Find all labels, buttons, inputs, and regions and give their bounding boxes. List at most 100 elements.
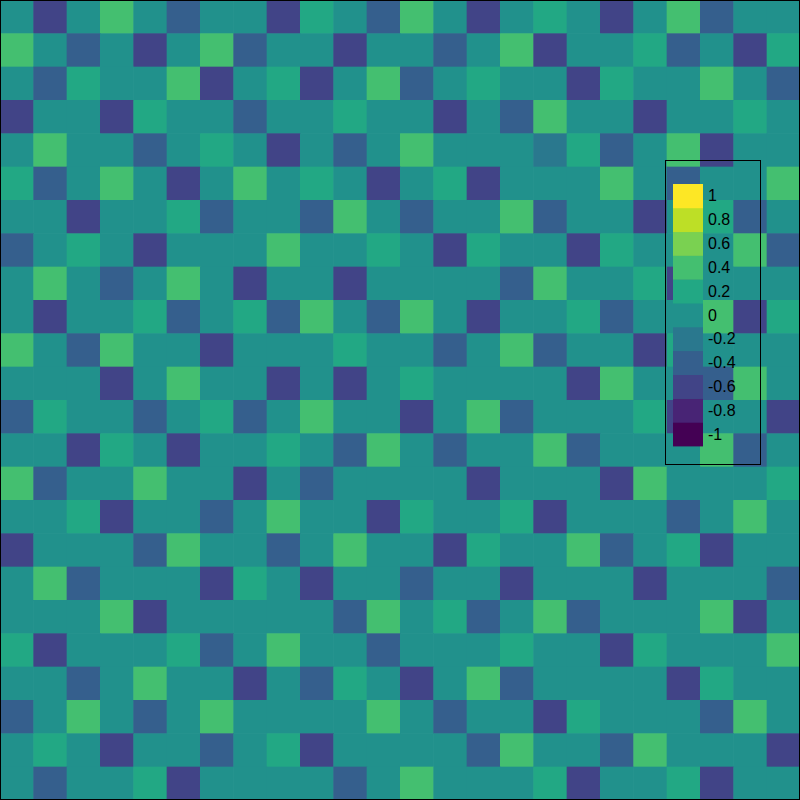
heatmap-cell	[133, 200, 167, 234]
heatmap-cell	[633, 600, 667, 634]
heatmap-cell	[733, 200, 767, 234]
heatmap-cell	[167, 167, 201, 201]
heatmap-cell	[133, 433, 167, 467]
colorbar-tick-label: 0.4	[708, 259, 730, 276]
heatmap-cell	[0, 333, 34, 367]
heatmap-cell	[433, 100, 467, 134]
heatmap-cell	[633, 567, 667, 601]
heatmap-cell	[267, 167, 301, 201]
heatmap-cell	[667, 600, 701, 634]
heatmap-cell	[267, 267, 301, 301]
heatmap-cell	[267, 67, 301, 101]
heatmap-cell	[633, 767, 667, 800]
heatmap-cell	[133, 633, 167, 667]
heatmap-cell	[233, 500, 267, 534]
heatmap-cell	[733, 333, 767, 367]
heatmap-cell	[167, 100, 201, 134]
heatmap-cell	[633, 233, 667, 267]
heatmap-cell	[633, 267, 667, 301]
heatmap-cell	[600, 767, 634, 800]
heatmap-cell	[433, 233, 467, 267]
heatmap-cell	[567, 500, 601, 534]
heatmap-cell	[533, 433, 567, 467]
heatmap-cell	[567, 733, 601, 767]
heatmap-cell	[67, 267, 101, 301]
heatmap-cell	[667, 100, 701, 134]
heatmap-cell	[433, 0, 467, 34]
heatmap-cell	[67, 67, 101, 101]
colorbar-tick-label: 0.2	[708, 283, 730, 300]
heatmap-cell	[33, 700, 67, 734]
heatmap-cell	[700, 67, 734, 101]
heatmap-cell	[200, 67, 234, 101]
heatmap-cell	[233, 600, 267, 634]
heatmap-cell	[700, 100, 734, 134]
heatmap-cell	[767, 767, 800, 800]
heatmap-cell	[67, 33, 101, 67]
heatmap-cell	[633, 433, 667, 467]
heatmap-cell	[700, 600, 734, 634]
heatmap-cell	[767, 433, 800, 467]
heatmap-cell	[167, 567, 201, 601]
heatmap-cell	[533, 33, 567, 67]
heatmap-cell	[133, 367, 167, 401]
heatmap-cell	[0, 567, 34, 601]
heatmap-cell	[733, 500, 767, 534]
colorbar-swatch	[673, 208, 703, 232]
heatmap-cell	[400, 67, 434, 101]
heatmap-cell	[567, 467, 601, 501]
heatmap-cell	[467, 100, 501, 134]
colorbar-box	[666, 161, 761, 465]
heatmap-cell	[133, 0, 167, 34]
heatmap-cell	[700, 33, 734, 67]
heatmap-cell	[100, 733, 134, 767]
heatmap-cell	[400, 633, 434, 667]
heatmap-cell	[333, 700, 367, 734]
heatmap-cell	[767, 100, 800, 134]
heatmap-cell	[167, 467, 201, 501]
heatmap-cell	[567, 533, 601, 567]
heatmap-cell	[167, 767, 201, 800]
heatmap-cell	[333, 733, 367, 767]
heatmap-cell	[300, 733, 334, 767]
heatmap-cell	[67, 567, 101, 601]
heatmap-cell	[0, 267, 34, 301]
heatmap-cell	[533, 467, 567, 501]
heatmap-cell	[733, 467, 767, 501]
heatmap-cell	[533, 667, 567, 701]
colorbar-tick-label: -0.2	[708, 330, 736, 347]
heatmap-cell	[533, 0, 567, 34]
heatmap-cell	[100, 300, 134, 334]
heatmap-cell	[400, 767, 434, 800]
heatmap-cell	[233, 333, 267, 367]
heatmap-cell	[267, 533, 301, 567]
heatmap-cell	[0, 367, 34, 401]
heatmap-cell	[0, 200, 34, 234]
heatmap-cell	[200, 600, 234, 634]
colorbar-swatch	[673, 398, 703, 422]
heatmap-cell	[733, 667, 767, 701]
heatmap-cell	[33, 0, 67, 34]
heatmap-cell	[33, 67, 67, 101]
heatmap-cell	[667, 67, 701, 101]
heatmap-cell	[167, 0, 201, 34]
heatmap-cell	[133, 467, 167, 501]
heatmap-cell	[233, 167, 267, 201]
heatmap-cell	[267, 667, 301, 701]
heatmap-cell	[333, 267, 367, 301]
heatmap-cell	[333, 100, 367, 134]
heatmap-cell	[433, 33, 467, 67]
heatmap-cell	[700, 767, 734, 800]
heatmap-cell	[533, 200, 567, 234]
heatmap-cell	[0, 233, 34, 267]
heatmap-cell	[633, 167, 667, 201]
heatmap-cell	[33, 667, 67, 701]
heatmap-cell	[733, 567, 767, 601]
heatmap-cell	[300, 100, 334, 134]
heatmap-cell	[100, 233, 134, 267]
heatmap-cell	[233, 233, 267, 267]
heatmap-cell	[433, 67, 467, 101]
heatmap-cell	[33, 733, 67, 767]
heatmap-cell	[0, 533, 34, 567]
heatmap-cell	[67, 433, 101, 467]
